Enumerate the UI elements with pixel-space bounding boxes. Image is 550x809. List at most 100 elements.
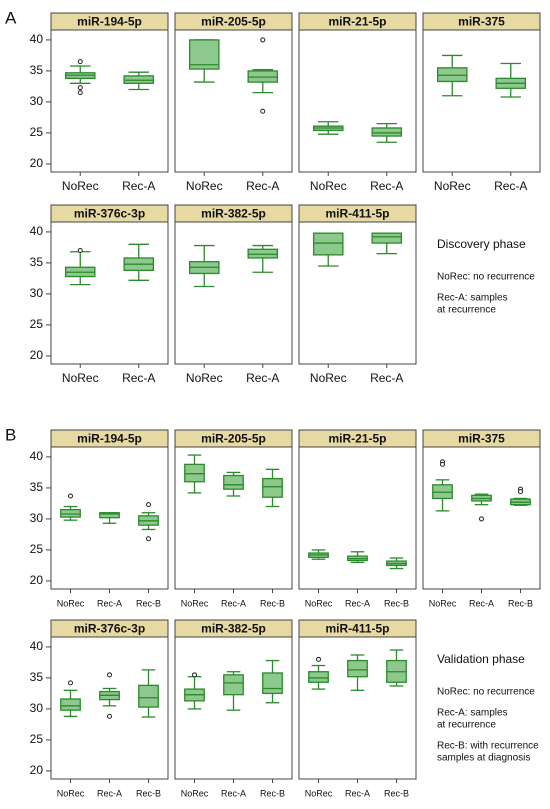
facet-title: miR-376c-3p <box>74 207 145 221</box>
x-tick-label: Rec-A <box>345 598 370 608</box>
facet-title: miR-21-5p <box>328 15 386 29</box>
box <box>262 477 283 498</box>
outlier <box>77 59 83 65</box>
box <box>223 674 244 696</box>
y-tick-label: 25 <box>30 542 44 556</box>
x-tick-label: Rec-A <box>246 179 279 193</box>
phase-label: Discovery phase <box>437 237 526 251</box>
x-tick-label: Rec-A <box>494 179 527 193</box>
y-tick-label: 25 <box>30 732 44 746</box>
y-tick-label: 25 <box>30 125 44 139</box>
y-tick-label: 35 <box>30 480 44 494</box>
x-tick-label: NoRec <box>434 179 471 193</box>
facet-title: miR-382-5p <box>201 207 266 221</box>
x-tick-label: NoRec <box>181 788 209 798</box>
box <box>371 127 403 137</box>
phase-label: Validation phase <box>437 652 525 666</box>
facet-frame <box>298 446 417 590</box>
y-tick-label: 20 <box>30 156 44 170</box>
outlier <box>518 489 523 495</box>
y-tick-label: 30 <box>30 94 44 108</box>
box <box>138 684 159 708</box>
y-tick-label: 40 <box>30 32 44 46</box>
x-tick-label: Rec-A <box>97 598 122 608</box>
outlier <box>107 713 112 719</box>
box <box>60 698 81 711</box>
note: at recurrence <box>437 305 496 316</box>
y-tick-label: 40 <box>30 224 44 238</box>
x-tick-label: Rec-A <box>97 788 122 798</box>
y-tick-label: 20 <box>30 348 44 362</box>
x-tick-label: NoRec <box>186 179 223 193</box>
y-tick-label: 35 <box>30 670 44 684</box>
x-tick-label: Rec-A <box>370 371 403 385</box>
x-tick-label: NoRec <box>310 371 347 385</box>
y-tick-label: 35 <box>30 63 44 77</box>
note: Rec-A: samples <box>437 293 508 304</box>
x-tick-label: Rec-B <box>384 598 409 608</box>
outlier <box>260 108 266 114</box>
x-tick-label: Rec-A <box>246 371 279 385</box>
outlier <box>146 502 151 508</box>
facet-title: miR-205-5p <box>201 15 266 29</box>
note: Rec-B: with recurrence <box>437 741 539 752</box>
y-tick-label: 20 <box>30 763 44 777</box>
x-tick-label: Rec-A <box>469 598 494 608</box>
facet-title: miR-194-5p <box>77 15 142 29</box>
x-tick-label: Rec-B <box>508 598 533 608</box>
note: NoRec: no recurrence <box>437 272 535 283</box>
box <box>347 659 368 678</box>
outlier <box>77 90 83 96</box>
note: samples at diagnosis <box>437 753 530 764</box>
facet-frame <box>298 221 417 365</box>
facet-title: miR-205-5p <box>201 432 266 446</box>
panel-label: A <box>5 8 17 27</box>
outlier <box>68 493 73 499</box>
x-tick-label: NoRec <box>57 598 85 608</box>
x-tick-label: Rec-A <box>345 788 370 798</box>
outlier <box>146 536 151 542</box>
x-tick-label: Rec-A <box>122 371 155 385</box>
x-tick-label: Rec-B <box>260 788 285 798</box>
box <box>371 232 403 244</box>
x-tick-label: Rec-B <box>136 788 161 798</box>
box <box>99 512 120 519</box>
outlier <box>77 85 83 91</box>
x-tick-label: NoRec <box>62 179 99 193</box>
facet-title: miR-21-5p <box>328 432 386 446</box>
x-tick-label: Rec-B <box>136 598 161 608</box>
box <box>262 672 283 695</box>
x-tick-label: NoRec <box>57 788 85 798</box>
outlier <box>192 672 197 678</box>
box <box>223 474 244 490</box>
facet-frame <box>174 221 293 365</box>
outlier <box>260 37 266 43</box>
x-tick-label: NoRec <box>429 598 457 608</box>
facet-title: miR-376c-3p <box>74 622 145 636</box>
facet-title: miR-375 <box>458 432 505 446</box>
x-tick-label: Rec-A <box>221 788 246 798</box>
y-tick-label: 40 <box>30 639 44 653</box>
panel-label: B <box>5 425 16 444</box>
facet-frame <box>50 29 169 173</box>
y-tick-label: 20 <box>30 573 44 587</box>
facet-title: miR-411-5p <box>325 207 389 221</box>
facet-frame <box>298 29 417 173</box>
outlier <box>440 461 445 467</box>
box <box>308 671 329 683</box>
x-tick-label: Rec-B <box>384 788 409 798</box>
outlier <box>77 248 83 254</box>
facet-frame <box>422 29 541 173</box>
note: at recurrence <box>437 720 496 731</box>
y-tick-label: 30 <box>30 701 44 715</box>
outlier <box>316 656 321 662</box>
note: Rec-A: samples <box>437 708 508 719</box>
facet-title: miR-382-5p <box>201 622 266 636</box>
x-tick-label: NoRec <box>305 598 333 608</box>
y-tick-label: 35 <box>30 255 44 269</box>
x-tick-label: Rec-B <box>260 598 285 608</box>
box <box>312 232 344 256</box>
y-tick-label: 30 <box>30 511 44 525</box>
